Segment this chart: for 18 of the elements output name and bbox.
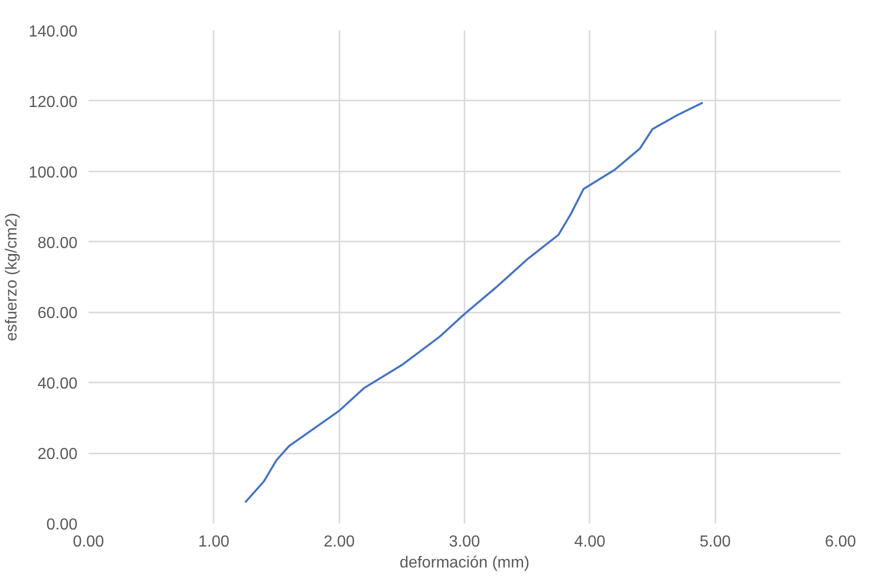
x-tick-label: 0.00 [72, 534, 104, 550]
x-axis-title: deformación (mm) [400, 554, 530, 572]
y-tick-label: 140.00 [28, 24, 78, 40]
y-tick-label: 100.00 [28, 164, 78, 182]
x-tick-label: 6.00 [824, 534, 856, 550]
x-tick-label: 4.00 [574, 534, 606, 550]
x-tick-label: 3.00 [448, 534, 480, 550]
y-tick-label: 0.00 [46, 516, 78, 534]
x-tick-label: 1.00 [198, 534, 230, 550]
x-tick-label: 2.00 [324, 534, 355, 550]
y-tick-label: 40.00 [37, 376, 78, 393]
y-tick-label: 20.00 [37, 446, 78, 464]
y-tick-label: 120.00 [28, 94, 78, 111]
line-series [244, 102, 704, 504]
x-tick-label: 5.00 [700, 534, 731, 550]
y-tick-label: 60.00 [37, 305, 78, 322]
y-axis-title: esfuerzo (kg/cm2) [4, 212, 21, 342]
y-tick-label: 80.00 [37, 234, 78, 252]
